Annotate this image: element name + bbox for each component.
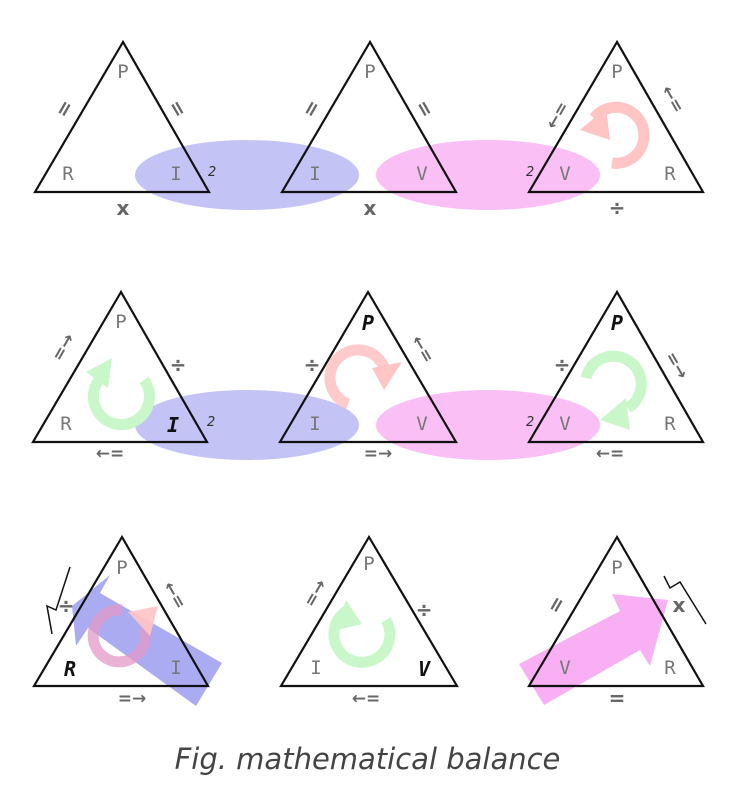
vertex-right: V (418, 657, 431, 681)
vertex-left: R (64, 657, 76, 681)
vertex-top: P (611, 557, 622, 579)
base-op: = (609, 686, 626, 710)
right-edge-op: ÷ (416, 598, 433, 622)
vertex-right: I (170, 163, 181, 185)
right-edge-op: x (673, 593, 686, 617)
base-op: =→ (118, 689, 147, 709)
vertex-right: V (416, 413, 427, 435)
root-sign-icon (46, 566, 71, 635)
cycle-arrow-red-icon (87, 604, 158, 668)
cycle-arrow-green-icon (328, 600, 396, 668)
root-sign-icon (663, 575, 707, 625)
vertex-top: P (116, 557, 127, 579)
base-op: x (364, 196, 377, 220)
vertex-left-superscript: 2 (526, 415, 534, 430)
vertex-left: V (559, 163, 570, 185)
vertex-left: I (310, 657, 321, 679)
vertex-left: V (559, 657, 570, 679)
base-op: =→ (364, 444, 393, 464)
left-edge-op: = (296, 95, 325, 122)
vertex-right-superscript: 2 (208, 165, 216, 180)
left-edge-op: =→ (300, 576, 332, 611)
vertex-top: P (115, 311, 126, 333)
left-edge-op: ÷ (58, 594, 75, 618)
cycle-arrow-green-icon (86, 358, 155, 431)
right-edge-op: ÷ (170, 353, 187, 377)
base-op: ←= (96, 444, 125, 464)
vertex-left: R (62, 163, 74, 185)
vertex-top: P (611, 311, 623, 335)
base-op: ÷ (609, 196, 626, 220)
left-edge-op: ÷ (554, 353, 571, 377)
vertex-right: I (170, 657, 181, 679)
vertex-right: R (664, 413, 676, 435)
left-edge-op: ←= (542, 98, 574, 133)
right-edge-op: ←= (407, 332, 439, 367)
right-edge-op: = (410, 95, 439, 122)
vertex-top: P (362, 311, 374, 335)
vertex-right: R (664, 657, 676, 679)
vertex-left-superscript: 2 (526, 165, 534, 180)
vertex-top: P (364, 61, 375, 83)
left-edge-op: =→ (48, 330, 80, 365)
triangle-r3-2: P I V =→ ÷ ←= (279, 534, 459, 709)
vertex-left: V (559, 413, 570, 435)
vertex-left: R (60, 413, 72, 435)
vertex-right: I (167, 413, 179, 437)
base-op: ←= (352, 689, 381, 709)
vertex-top: P (117, 61, 128, 83)
vertex-right: R (664, 163, 676, 185)
left-edge-op: = (541, 591, 570, 618)
cycle-arrow-green-icon (580, 350, 647, 430)
vertex-right: V (416, 163, 427, 185)
vertex-top: P (363, 553, 374, 575)
vertex-right-superscript: 2 (207, 415, 215, 430)
cycle-arrow-red-icon (324, 344, 402, 410)
right-edge-op: = (163, 95, 192, 122)
base-op: ←= (596, 444, 625, 464)
right-edge-op: ←= (657, 82, 689, 117)
base-op: x (117, 196, 130, 220)
left-edge-op: ÷ (304, 353, 321, 377)
left-edge-op: = (49, 95, 78, 122)
cycle-arrow-red-icon (580, 101, 650, 169)
diagonal-arrow-pink-icon (519, 594, 668, 705)
current-ellipse-row1 (135, 140, 359, 210)
figure-caption: Fig. mathematical balance (174, 742, 561, 776)
vertex-left: I (309, 413, 320, 435)
vertex-top: P (611, 61, 622, 83)
vertex-left: I (309, 163, 320, 185)
